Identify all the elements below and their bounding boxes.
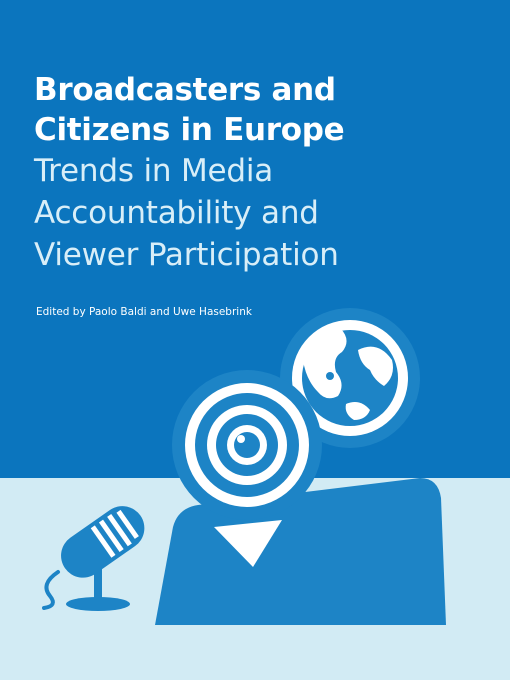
book-title: Broadcasters and Citizens in Europe: [34, 70, 494, 150]
globe-icon: [280, 308, 420, 448]
title-line-2: Citizens in Europe: [34, 112, 345, 148]
microphone-icon: [42, 506, 145, 611]
editors-credit: Edited by Paolo Baldi and Uwe Hasebrink: [36, 306, 252, 318]
camera-lens-icon: [172, 370, 322, 520]
title-block: Broadcasters and Citizens in Europe Tren…: [34, 70, 494, 276]
book-subtitle: Trends in Media Accountability and Viewe…: [34, 150, 494, 276]
subtitle-line-2: Accountability and: [34, 195, 319, 231]
subtitle-line-1: Trends in Media: [34, 153, 274, 189]
subtitle-line-3: Viewer Participation: [34, 237, 339, 273]
title-line-1: Broadcasters and: [34, 72, 336, 108]
